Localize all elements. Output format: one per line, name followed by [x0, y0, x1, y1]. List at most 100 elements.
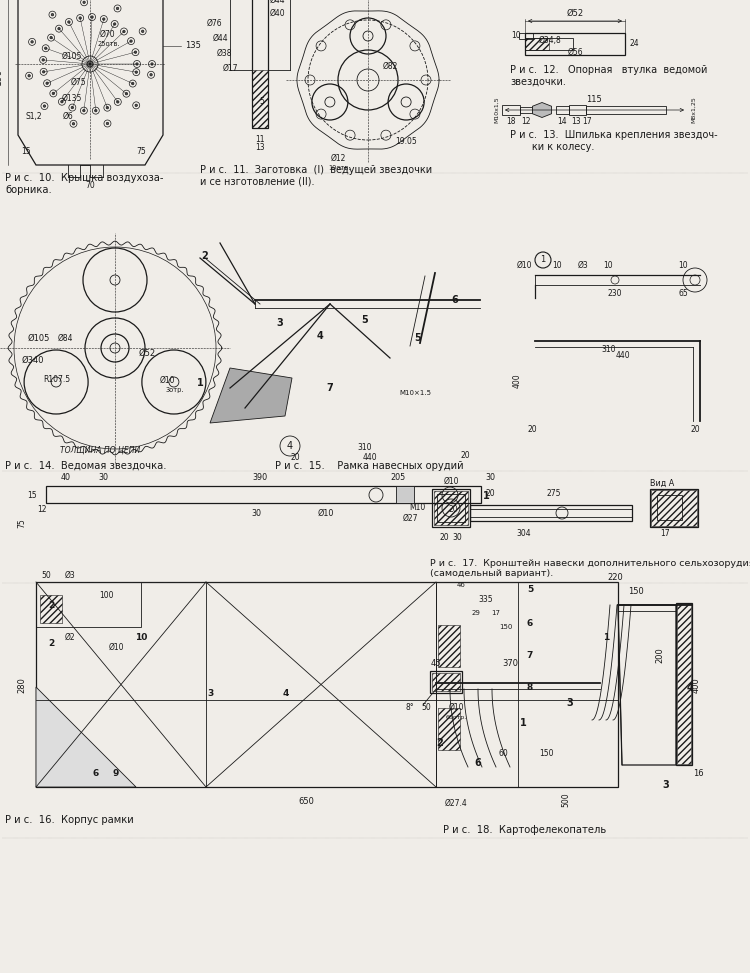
Text: 5: 5 — [526, 586, 533, 595]
Circle shape — [106, 123, 109, 125]
Bar — [525, 38, 549, 50]
Text: 10: 10 — [512, 30, 520, 40]
Text: 20: 20 — [448, 504, 458, 514]
Bar — [470, 509, 632, 517]
Bar — [46, 486, 481, 503]
Bar — [676, 603, 692, 765]
Text: ТОЛЩИНА ПО ЦЕПИ: ТОЛЩИНА ПО ЦЕПИ — [60, 446, 140, 454]
Text: 7: 7 — [526, 651, 533, 660]
Text: 30: 30 — [98, 473, 108, 482]
Text: 13: 13 — [255, 142, 265, 152]
Bar — [586, 106, 666, 114]
Polygon shape — [532, 102, 551, 118]
Text: 2: 2 — [48, 638, 54, 647]
Text: Р и с.  13.  Шпилька крепления звездоч-
       ки к колесу.: Р и с. 13. Шпилька крепления звездоч- ки… — [510, 130, 718, 152]
Text: 4: 4 — [287, 441, 293, 451]
Bar — [434, 491, 468, 525]
Text: Р и с.  10.  Крышка воздухоза-
борника.: Р и с. 10. Крышка воздухоза- борника. — [5, 173, 164, 195]
Bar — [430, 671, 462, 693]
Circle shape — [131, 83, 134, 85]
Circle shape — [136, 63, 138, 65]
Circle shape — [103, 18, 105, 20]
Text: Ø2: Ø2 — [64, 632, 75, 641]
Text: 390: 390 — [253, 473, 268, 482]
Text: 15: 15 — [27, 491, 37, 500]
Text: Р и с.  17.  Кронштейн навески дополнительного сельхозорудия
(самодельный вариан: Р и с. 17. Кронштейн навески дополнитель… — [430, 559, 750, 578]
Text: 220: 220 — [608, 572, 622, 582]
Text: 12: 12 — [38, 504, 46, 514]
Text: Ø70: Ø70 — [100, 29, 116, 39]
Text: 75: 75 — [17, 519, 26, 528]
Text: 19.05: 19.05 — [395, 137, 417, 147]
Circle shape — [44, 47, 47, 50]
Circle shape — [58, 27, 60, 30]
Text: M10x1,5: M10x1,5 — [494, 96, 499, 124]
Circle shape — [151, 63, 153, 65]
Text: 1: 1 — [483, 491, 489, 501]
Text: 60отр.: 60отр. — [446, 714, 466, 719]
Bar — [470, 505, 632, 521]
Polygon shape — [210, 368, 292, 423]
Text: Ø10: Ø10 — [517, 261, 532, 270]
Circle shape — [46, 82, 48, 85]
Text: 440: 440 — [616, 350, 630, 359]
Text: 17: 17 — [582, 117, 592, 126]
Text: 30: 30 — [251, 509, 261, 518]
Circle shape — [123, 30, 125, 33]
Text: 20: 20 — [460, 451, 470, 460]
Text: M10: M10 — [410, 503, 426, 513]
Text: Ø44: Ø44 — [212, 33, 228, 43]
Bar — [677, 604, 691, 764]
Text: 3: 3 — [567, 698, 573, 708]
Text: 200: 200 — [656, 647, 664, 663]
Text: Ø12: Ø12 — [330, 154, 346, 162]
Bar — [651, 490, 697, 526]
Text: Ø56: Ø56 — [567, 48, 583, 56]
Text: 150: 150 — [500, 624, 513, 630]
Text: Ø340: Ø340 — [22, 355, 44, 365]
Bar — [438, 708, 460, 750]
Text: 60: 60 — [498, 748, 508, 758]
Text: 440: 440 — [363, 453, 377, 462]
Circle shape — [68, 20, 70, 23]
Circle shape — [51, 14, 54, 16]
Text: 2: 2 — [48, 600, 54, 609]
Circle shape — [116, 100, 119, 103]
Text: 115: 115 — [586, 94, 602, 103]
Circle shape — [42, 58, 44, 61]
Text: Ø10: Ø10 — [443, 477, 459, 486]
Text: Вид А: Вид А — [650, 479, 674, 487]
Circle shape — [125, 92, 128, 95]
Circle shape — [150, 74, 152, 76]
Circle shape — [44, 105, 46, 107]
Text: 150: 150 — [628, 587, 644, 595]
Text: 16: 16 — [693, 769, 703, 777]
Bar — [520, 107, 532, 113]
Circle shape — [134, 51, 136, 54]
Text: 275: 275 — [547, 488, 561, 497]
Text: R107.5: R107.5 — [44, 376, 70, 384]
Text: 1: 1 — [540, 256, 545, 265]
Text: Ø44: Ø44 — [270, 0, 286, 5]
Text: 20: 20 — [440, 532, 448, 542]
Text: 11: 11 — [255, 134, 265, 143]
Text: 370: 370 — [502, 659, 518, 667]
Text: 20: 20 — [527, 424, 537, 434]
Text: 6: 6 — [475, 758, 482, 768]
Text: M8x1,25: M8x1,25 — [691, 96, 696, 124]
Text: Ø3: Ø3 — [578, 261, 588, 270]
Circle shape — [79, 17, 81, 19]
Text: Ø40: Ø40 — [270, 9, 286, 18]
Bar — [525, 38, 573, 50]
Polygon shape — [36, 687, 136, 787]
Circle shape — [142, 30, 144, 32]
Bar — [396, 486, 414, 503]
Text: 5: 5 — [362, 315, 368, 325]
Text: Р и с.  18.  Картофелекопатель: Р и с. 18. Картофелекопатель — [443, 825, 607, 835]
Text: 400: 400 — [512, 374, 521, 388]
Text: 2: 2 — [202, 251, 208, 261]
Text: 335: 335 — [478, 595, 494, 604]
Text: 24: 24 — [630, 40, 640, 49]
Text: 12: 12 — [521, 117, 531, 126]
Text: 135: 135 — [185, 42, 201, 51]
